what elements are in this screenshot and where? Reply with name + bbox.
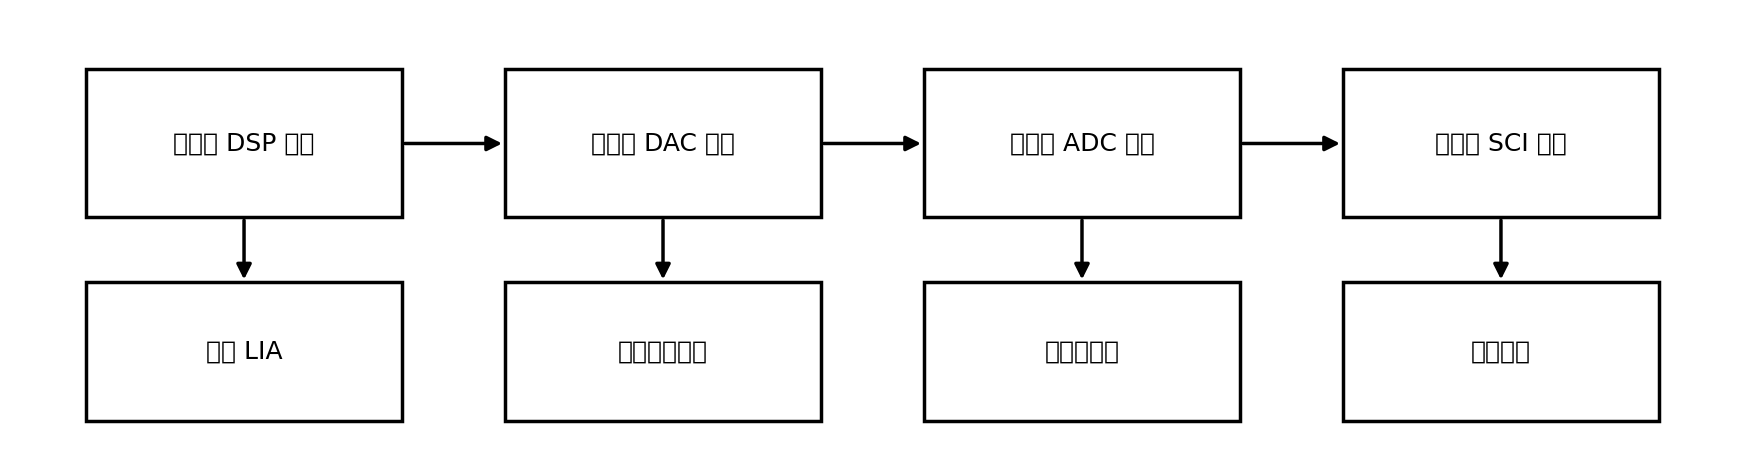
Bar [923,282,1241,421]
Bar [504,282,822,421]
Text: 初始化 ADC 模块: 初始化 ADC 模块 [1010,132,1155,155]
Text: 扫描电压模块: 扫描电压模块 [618,340,708,363]
Text: 软件 LIA: 软件 LIA [206,340,283,363]
Bar [1342,69,1659,218]
Text: 数据传输: 数据传输 [1471,340,1530,363]
Text: 双通道采集: 双通道采集 [1045,340,1120,363]
Bar [86,282,401,421]
Text: 初始化 DSP 系统: 初始化 DSP 系统 [173,132,314,155]
Bar [504,69,822,218]
Bar [923,69,1241,218]
Text: 初始化 SCI 模块: 初始化 SCI 模块 [1434,132,1567,155]
Bar [86,69,401,218]
Bar [1342,282,1659,421]
Text: 初始化 DAC 模块: 初始化 DAC 模块 [592,132,735,155]
